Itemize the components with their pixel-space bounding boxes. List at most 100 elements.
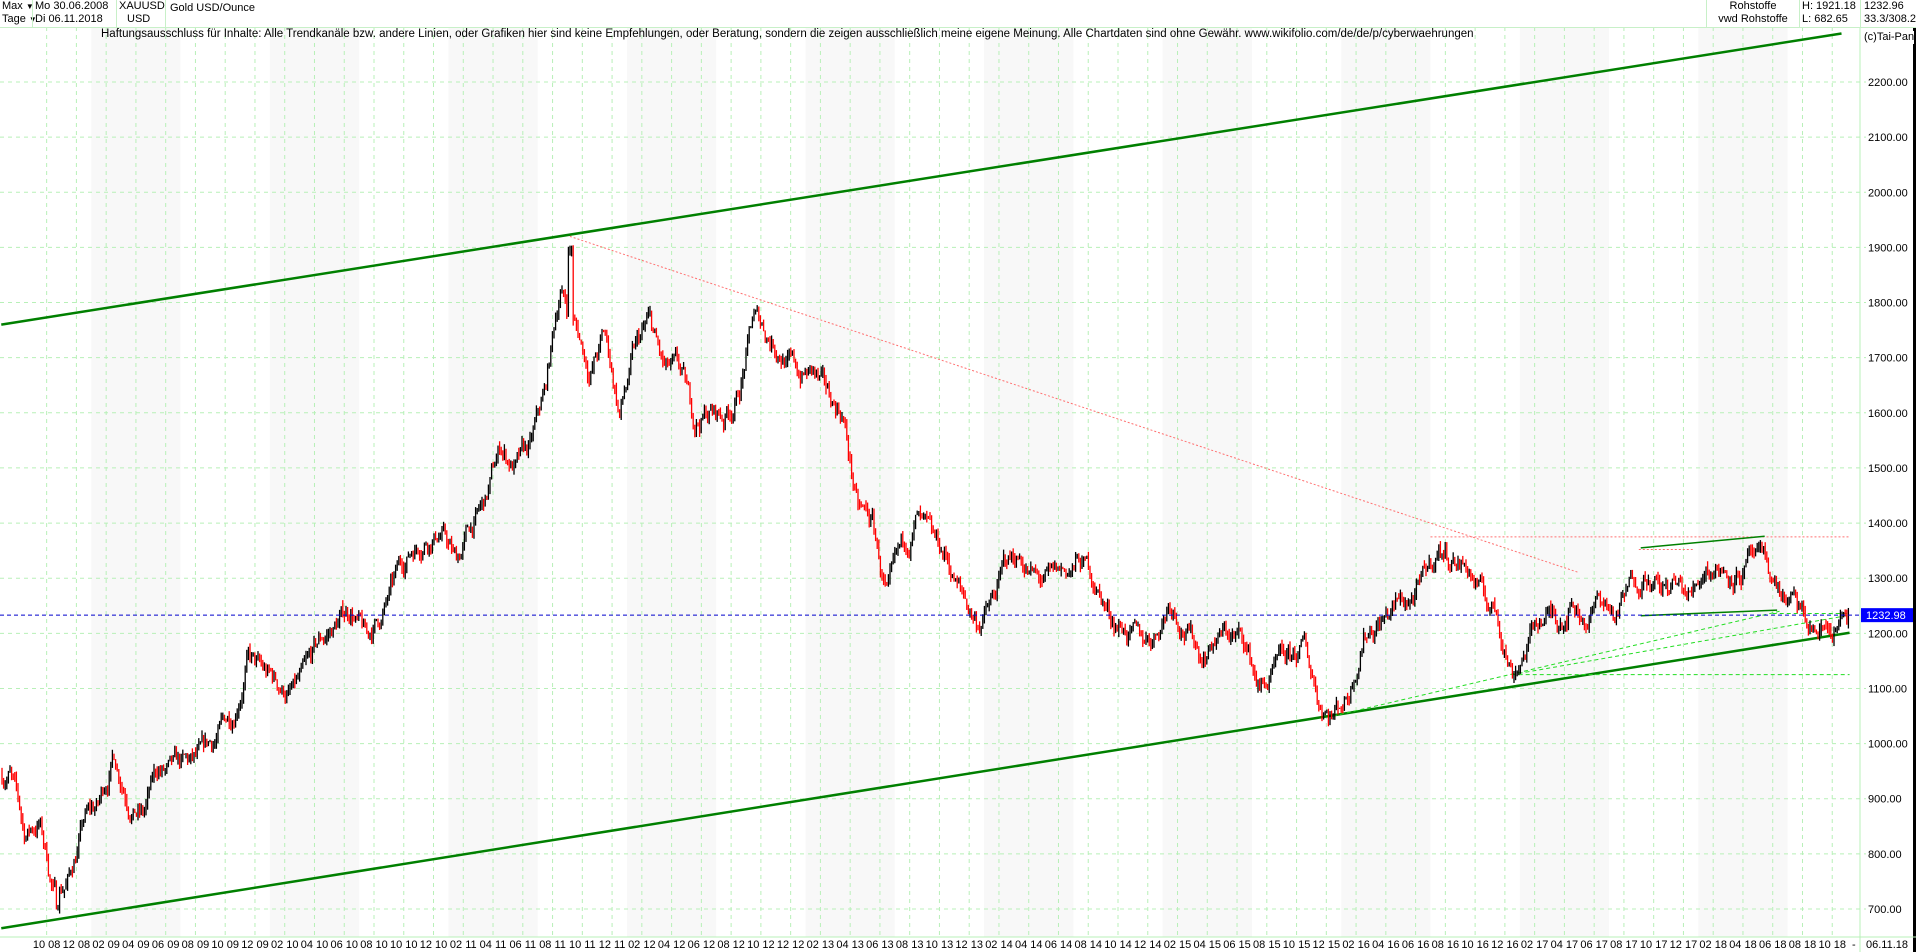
x-tick-label: 08 12 (717, 939, 745, 951)
x-tick-label: 02 18 (1699, 939, 1727, 951)
x-tick-label: 08 17 (1610, 939, 1638, 951)
y-tick-label: 2000.00 (1868, 187, 1908, 199)
support-line (1511, 614, 1850, 676)
divider (32, 0, 33, 27)
x-tick-label: 12 09 (241, 939, 269, 951)
period-band (269, 27, 360, 937)
x-tick-label: 02 14 (985, 939, 1013, 951)
x-tick-label: 04 18 (1729, 939, 1757, 951)
last-price-line: 1232.98 (0, 608, 1913, 623)
y-tick-label: 1000.00 (1868, 739, 1908, 751)
data-source: vwd Rohstoffe (1718, 13, 1788, 25)
period-band (805, 27, 895, 937)
last-price-badge (1861, 608, 1913, 623)
x-tick-label: 04 09 (122, 939, 150, 951)
x-tick-last-date: 06.11.18 (1866, 939, 1908, 951)
end-date[interactable]: Di 06.11.2018 (35, 13, 103, 25)
x-tick-label: 02 17 (1521, 939, 1549, 951)
x-tick-label: 02 11 (450, 939, 477, 951)
divider (1860, 0, 1861, 27)
y-tick-label: 1800.00 (1868, 298, 1908, 310)
x-tick-label: 12 08 (63, 939, 91, 951)
trend-lines (1, 32, 1850, 930)
x-tick-label: 04 17 (1551, 939, 1579, 951)
period-band (626, 27, 717, 937)
x-tick-label: 12 17 (1670, 939, 1698, 951)
period-band (448, 27, 538, 937)
x-tick-label: 08 11 (539, 939, 566, 951)
x-tick-label: 08 13 (896, 939, 924, 951)
x-tick-label: 08 18 (1789, 939, 1817, 951)
x-tick-label: 10 11 (569, 939, 596, 951)
range-top-line (1640, 535, 1765, 549)
y-tick-label: 1500.00 (1868, 463, 1908, 475)
y-tick-label: 1600.00 (1868, 408, 1908, 420)
divider (165, 0, 166, 27)
divider (116, 0, 117, 27)
x-tick-label: 08 10 (360, 939, 388, 951)
last-price: 1232.96 (1864, 0, 1904, 12)
low-value: L: 682.65 (1802, 13, 1848, 25)
period-band (1698, 27, 1788, 937)
x-tick-label: 10 15 (1283, 939, 1311, 951)
x-tick-label: 12 10 (420, 939, 448, 951)
period-band (91, 27, 181, 937)
x-tick-label: 04 16 (1372, 939, 1400, 951)
period-band (1341, 27, 1431, 937)
x-tick-label: 10 14 (1104, 939, 1132, 951)
x-tick-label: 02 09 (92, 939, 120, 951)
x-tick-label: 06 11 (509, 939, 536, 951)
x-tick-label: 04 14 (1015, 939, 1043, 951)
x-tick-label: 12 16 (1491, 939, 1519, 951)
x-tick-label: 10 10 (390, 939, 418, 951)
period-bands (91, 27, 1788, 937)
y-tick-label: 1200.00 (1868, 628, 1908, 640)
resistance-line (569, 235, 1580, 574)
y-tick-label: 1300.00 (1868, 573, 1908, 585)
x-tick-label: 10 08 (33, 939, 61, 951)
price-bars (1, 245, 1850, 914)
period-band (1519, 27, 1610, 937)
x-tick-label: 10 12 (747, 939, 775, 951)
x-tick-label: 10 18 (1818, 939, 1846, 951)
y-tick-label: 1900.00 (1868, 242, 1908, 254)
high-value: H: 1921.18 (1802, 0, 1856, 12)
x-tick-label: 12 12 (777, 939, 805, 951)
y-tick-label: 1700.00 (1868, 353, 1908, 365)
range-bottom-line (1640, 609, 1778, 617)
range-label: Max (2, 0, 23, 12)
y-tick-label: 2200.00 (1868, 77, 1908, 89)
x-tick-label: 04 12 (658, 939, 686, 951)
range-select[interactable]: Max ▼ (2, 0, 34, 13)
x-tick-label: 06 17 (1580, 939, 1608, 951)
chart-header: Max ▼ Tage ▼ Mo 30.06.2008 Di 06.11.2018… (0, 0, 1916, 28)
disclaimer-text: Haftungsausschluss für Inhalte: Alle Tre… (101, 28, 1474, 40)
y-tick-label: 1400.00 (1868, 518, 1908, 530)
y-tick-label: 900.00 (1868, 794, 1902, 806)
grid (0, 27, 1866, 937)
x-tick-label: 06 18 (1759, 939, 1787, 951)
interval-label: Tage (2, 13, 26, 25)
y-tick-label: 2100.00 (1868, 132, 1908, 144)
x-tick-label: 06 13 (866, 939, 894, 951)
x-tick-label: 06 16 (1402, 939, 1430, 951)
x-tick-label: 06 14 (1045, 939, 1073, 951)
x-tick-label: 12 11 (599, 939, 626, 951)
x-tick-label: 12 15 (1313, 939, 1341, 951)
x-tick-label: 10 09 (211, 939, 239, 951)
channel-upper-line (1, 32, 1842, 326)
x-tick-label: 12 13 (955, 939, 983, 951)
divider (1799, 0, 1800, 27)
x-tick-label: 02 13 (807, 939, 835, 951)
x-tick-label: 08 14 (1074, 939, 1102, 951)
y-tick-label: 800.00 (1868, 849, 1902, 861)
x-tick-label: 02 16 (1342, 939, 1370, 951)
x-tick-label: 04 15 (1194, 939, 1222, 951)
currency: USD (127, 13, 151, 25)
period-band (984, 27, 1074, 937)
x-tick-label: 08 16 (1432, 939, 1460, 951)
symbol: XAUUSD (119, 0, 165, 12)
start-date[interactable]: Mo 30.06.2008 (35, 0, 109, 12)
x-tick-label: 10 17 (1640, 939, 1668, 951)
